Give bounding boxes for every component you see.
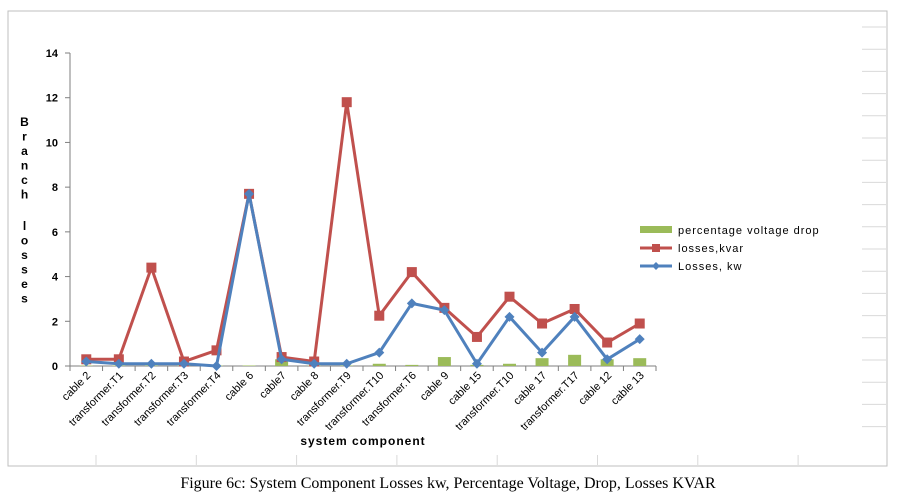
y-axis-title-letter: o — [21, 234, 29, 248]
y-axis-title-letter: B — [20, 115, 30, 129]
y-tick-label: 10 — [46, 137, 58, 149]
y-tick-label: 6 — [52, 227, 58, 239]
legend-label: losses,kvar — [678, 243, 744, 255]
legend-label: Losses, kw — [678, 261, 742, 273]
y-axis-title-letter: e — [21, 277, 29, 291]
point-diamond — [211, 361, 222, 371]
bar — [503, 363, 516, 366]
point-square — [602, 337, 613, 348]
y-tick-label: 8 — [52, 182, 58, 194]
bar — [242, 365, 256, 366]
y-tick-label: 4 — [52, 272, 59, 284]
point-diamond — [146, 358, 157, 369]
y-tick-label: 12 — [46, 93, 58, 105]
point-diamond — [374, 347, 385, 358]
legend-label: percentage voltage drop — [678, 225, 820, 237]
bar — [568, 354, 582, 366]
point-square — [634, 318, 645, 329]
y-tick-label: 14 — [46, 48, 59, 60]
point-square — [569, 303, 580, 314]
point-diamond — [634, 334, 645, 345]
y-axis-title-letter: c — [21, 173, 29, 187]
series-line — [86, 100, 641, 364]
legend-swatch — [640, 226, 672, 233]
y-axis-title-letter: l — [23, 219, 27, 233]
figure-caption: Figure 6c: System Component Losses kw, P… — [180, 475, 716, 492]
point-square — [537, 318, 548, 329]
point-diamond — [113, 358, 124, 369]
chart-frame — [7, 10, 888, 467]
point-square — [341, 97, 352, 108]
legend: percentage voltage drop losses,kvar Losses… — [640, 225, 820, 273]
bar — [405, 364, 419, 366]
legend-marker — [652, 262, 660, 270]
y-axis: 0 2 4 6 8 10 12 14 — [46, 48, 71, 373]
decorative-grid — [95, 26, 886, 465]
point-diamond — [178, 358, 189, 369]
point-diamond — [537, 347, 548, 358]
point-diamond — [471, 358, 482, 369]
y-axis-title-letter: s — [21, 292, 29, 306]
point-diamond — [504, 311, 515, 322]
point-square — [211, 345, 222, 356]
point-diamond — [244, 188, 255, 199]
point-diamond — [81, 356, 92, 367]
legend-marker — [652, 244, 660, 252]
y-axis-title-letter: n — [21, 159, 29, 173]
y-axis-title-letter: s — [21, 248, 29, 262]
y-axis-title-letter: s — [21, 263, 29, 277]
point-diamond — [569, 311, 580, 322]
point-diamond — [406, 298, 417, 309]
point-square — [374, 310, 385, 321]
y-tick-label: 2 — [52, 316, 58, 328]
point-square — [471, 331, 482, 342]
point-square — [406, 267, 417, 278]
point-diamond — [341, 358, 352, 369]
point-square — [504, 291, 515, 302]
point-diamond — [602, 354, 613, 365]
x-axis-title: system component — [300, 434, 425, 448]
bar — [437, 357, 451, 366]
point-diamond — [439, 305, 450, 316]
point-diamond — [309, 358, 320, 369]
bar — [535, 358, 549, 366]
point-square — [146, 262, 157, 273]
y-axis-title-letter: a — [21, 144, 29, 158]
y-tick-label: 0 — [52, 361, 58, 373]
y-axis-title-letter: r — [22, 130, 28, 144]
point-diamond — [276, 354, 287, 365]
bar — [372, 363, 386, 366]
y-axis-title-letter: h — [21, 188, 29, 202]
line-series — [81, 97, 645, 371]
series-line — [86, 192, 641, 368]
bar — [633, 358, 647, 366]
